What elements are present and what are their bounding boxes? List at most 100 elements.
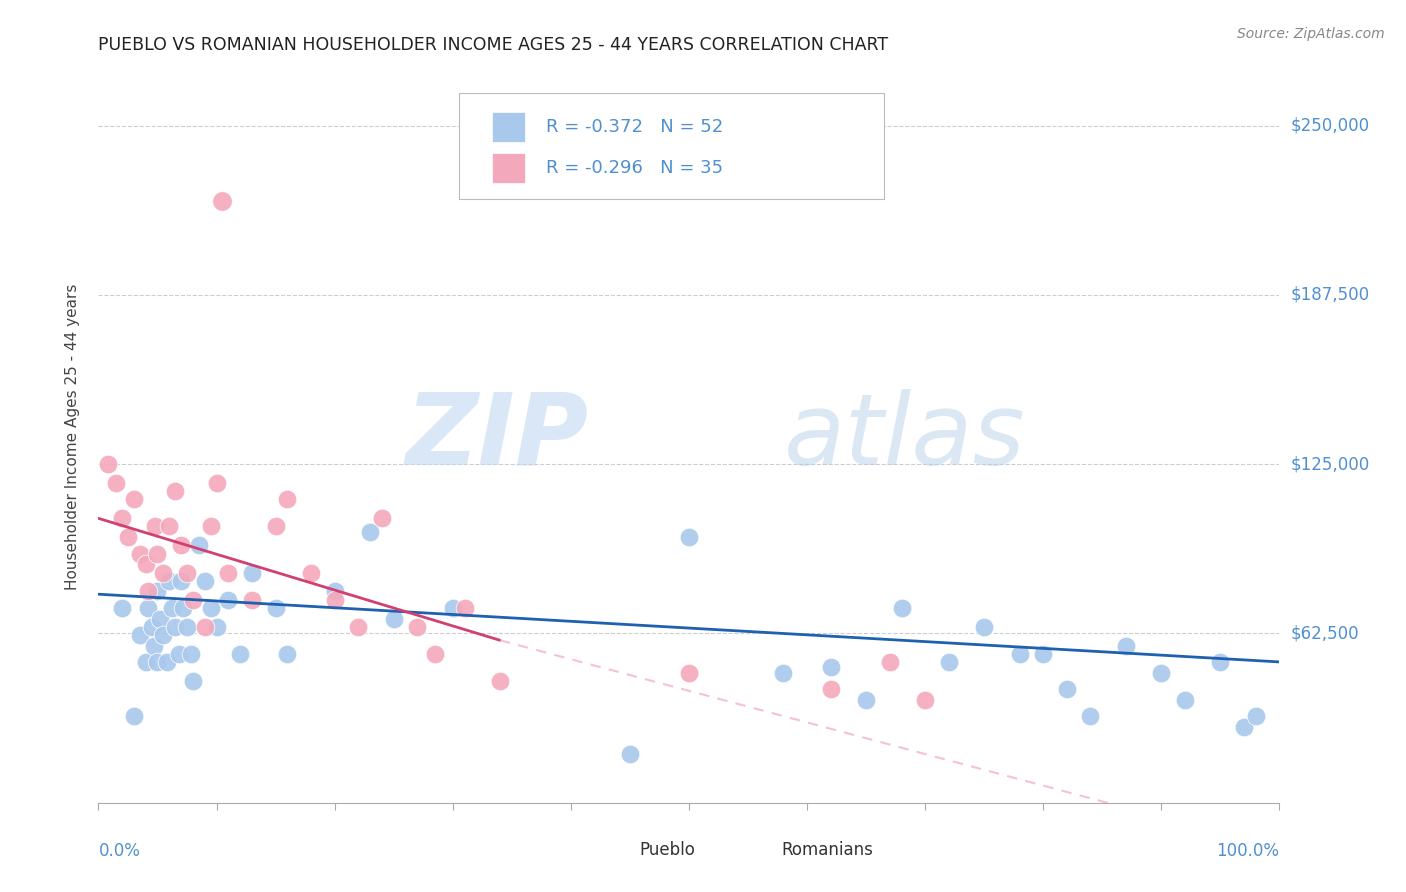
Point [406,620,429,634]
Point [176,620,198,634]
Point [176,566,198,580]
Text: Pueblo: Pueblo [640,841,695,859]
Point [97,457,120,471]
Point [879,655,901,669]
Point [122,492,145,507]
Text: $187,500: $187,500 [1291,285,1369,304]
Bar [492,112,524,143]
Point [117,530,139,544]
Text: Romanians: Romanians [782,841,873,859]
Point [194,574,217,588]
Text: $250,000: $250,000 [1291,117,1369,135]
Point [240,566,263,580]
Point [820,660,842,674]
Text: Source: ZipAtlas.com: Source: ZipAtlas.com [1237,27,1385,41]
Point [938,655,960,669]
Point [152,628,174,642]
Point [142,639,165,653]
Point [1244,709,1267,723]
Point [136,600,159,615]
Point [973,620,995,634]
Point [200,600,222,615]
Point [205,476,228,491]
Point [111,511,134,525]
Point [382,611,405,625]
FancyBboxPatch shape [458,94,884,200]
Point [156,655,179,669]
Point [205,620,228,634]
Point [678,530,700,544]
Point [855,693,877,707]
Point [149,611,172,625]
Point [157,574,180,588]
Point [1056,681,1078,696]
Point [141,620,163,634]
Point [1174,693,1197,707]
Text: ZIP: ZIP [405,389,589,485]
Point [211,194,233,209]
Point [1032,647,1054,661]
Point [1233,720,1256,734]
Point [772,665,794,680]
Point [820,681,842,696]
Text: $125,000: $125,000 [1291,455,1369,473]
Point [128,547,150,561]
Point [359,524,381,539]
Point [146,547,169,561]
Point [200,519,222,533]
Point [914,693,936,707]
Point [276,647,298,661]
Point [146,655,169,669]
Text: $62,500: $62,500 [1291,624,1360,642]
Text: 0.0%: 0.0% [98,842,141,860]
Point [128,628,150,642]
Point [264,600,287,615]
Point [194,620,217,634]
Point [157,519,180,533]
Point [371,511,394,525]
Point [323,592,346,607]
Point [122,709,145,723]
Point [187,538,209,552]
Point [135,558,157,572]
Point [1150,665,1173,680]
Point [229,647,252,661]
Point [1080,709,1102,723]
Point [1209,655,1232,669]
Point [323,584,346,599]
Point [170,538,193,552]
Y-axis label: Householder Income Ages 25 - 44 years: Householder Income Ages 25 - 44 years [65,284,80,591]
Point [135,655,157,669]
Point [276,492,298,507]
Point [217,566,239,580]
Point [217,592,239,607]
Text: PUEBLO VS ROMANIAN HOUSEHOLDER INCOME AGES 25 - 44 YEARS CORRELATION CHART: PUEBLO VS ROMANIAN HOUSEHOLDER INCOME AG… [98,36,889,54]
Point [152,566,174,580]
Point [1008,647,1031,661]
Point [172,600,194,615]
Point [240,592,263,607]
Point [1115,639,1137,653]
Point [423,647,446,661]
Text: R = -0.372   N = 52: R = -0.372 N = 52 [546,118,723,136]
Point [105,476,128,491]
Text: R = -0.296   N = 35: R = -0.296 N = 35 [546,159,723,177]
Point [299,566,322,580]
Point [146,584,169,599]
Point [136,584,159,599]
Point [167,647,190,661]
Text: 100.0%: 100.0% [1216,842,1279,860]
Point [264,519,287,533]
Point [347,620,370,634]
Point [180,647,202,661]
Point [619,747,641,761]
Point [489,673,512,688]
Bar [737,838,769,863]
Point [181,592,204,607]
Bar [492,153,524,183]
Point [160,600,183,615]
Point [111,600,134,615]
Point [165,620,187,634]
Point [441,600,464,615]
Point [890,600,912,615]
